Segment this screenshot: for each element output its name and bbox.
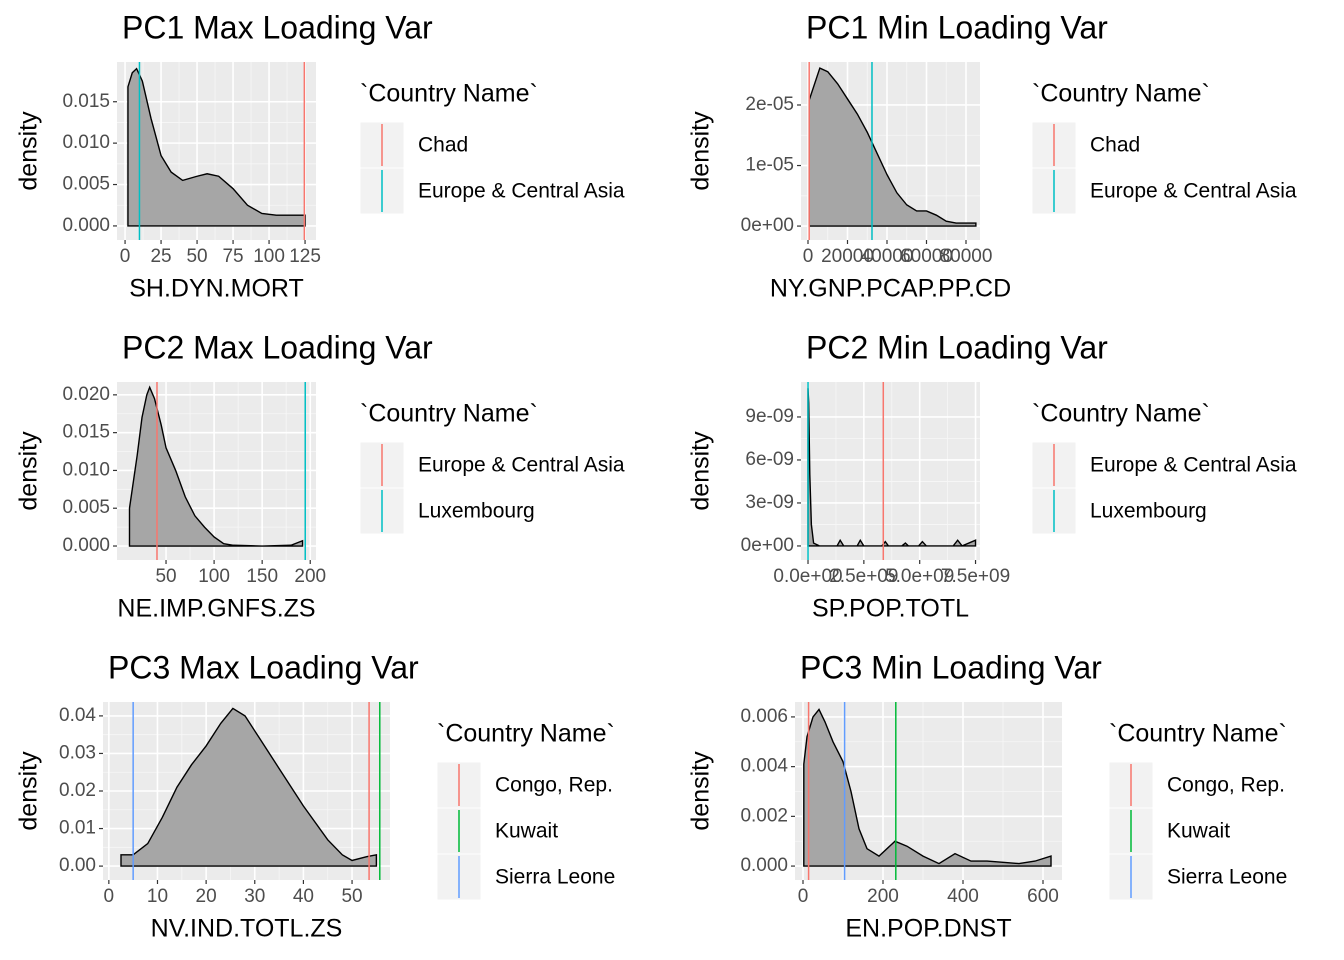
y-tick-label: 0e+00 <box>741 215 794 236</box>
y-tick-label: 0.000 <box>62 535 110 556</box>
y-tick-label: 0e+00 <box>741 535 794 556</box>
chart-title: PC1 Min Loading Var <box>806 9 1108 45</box>
legend-label: Congo, Rep. <box>495 774 613 797</box>
chart-title: PC2 Max Loading Var <box>122 329 433 365</box>
legend-label: Congo, Rep. <box>1167 774 1285 797</box>
x-tick-label: 50 <box>155 566 176 587</box>
x-axis-label: NE.IMP.GNFS.ZS <box>117 595 315 623</box>
y-tick-label: 9e-09 <box>745 406 794 427</box>
y-tick-label: 0.04 <box>59 705 96 726</box>
legend-label: Europe & Central Asia <box>1090 180 1297 203</box>
chart-title: PC2 Min Loading Var <box>806 329 1108 365</box>
x-tick-label: 60000 <box>900 246 953 267</box>
x-tick-label: 5.0e+09 <box>885 566 954 587</box>
x-tick-label: 40000 <box>861 246 914 267</box>
x-tick-label: 150 <box>246 566 278 587</box>
y-axis-label: density <box>687 751 715 831</box>
chart-title: PC3 Max Loading Var <box>108 649 419 685</box>
y-tick-label: 0.010 <box>62 459 110 480</box>
legend-title: `Country Name` <box>360 80 538 108</box>
chart-title: PC1 Max Loading Var <box>122 9 433 45</box>
y-tick-label: 0.020 <box>62 384 110 405</box>
y-tick-label: 0.015 <box>62 422 110 443</box>
legend-label: Europe & Central Asia <box>418 454 625 477</box>
y-tick-label: 0.006 <box>740 706 788 727</box>
legend-title: `Country Name` <box>1109 720 1287 748</box>
x-axis-label: NV.IND.TOTL.ZS <box>151 915 343 943</box>
x-tick-label: 80000 <box>940 246 993 267</box>
y-tick-label: 0.00 <box>59 855 96 876</box>
legend-title: `Country Name` <box>1032 400 1210 428</box>
legend-label: Luxembourg <box>418 500 535 523</box>
x-tick-label: 100 <box>253 246 285 267</box>
x-tick-label: 125 <box>289 246 321 267</box>
x-tick-label: 0 <box>120 246 131 267</box>
density-area <box>127 67 306 227</box>
legend-label: Chad <box>418 134 468 157</box>
x-tick-label: 40 <box>293 886 314 907</box>
density-area <box>120 707 378 867</box>
density-area <box>803 708 1052 867</box>
y-tick-label: 0.005 <box>62 497 110 518</box>
y-axis-label: density <box>15 431 43 511</box>
legend-label: Sierra Leone <box>495 866 615 889</box>
legend-label: Kuwait <box>1167 820 1230 843</box>
y-tick-label: 0.004 <box>740 756 788 777</box>
x-tick-label: 600 <box>1027 886 1059 907</box>
legend-label: Chad <box>1090 134 1140 157</box>
x-tick-label: 25 <box>150 246 171 267</box>
x-tick-label: 10 <box>147 886 168 907</box>
x-tick-label: 50 <box>186 246 207 267</box>
density-area <box>808 67 977 227</box>
legend-label: Kuwait <box>495 820 558 843</box>
x-axis-label: SH.DYN.MORT <box>129 275 304 303</box>
density-area <box>128 385 304 547</box>
x-tick-label: 0 <box>803 246 814 267</box>
y-axis-label: density <box>687 431 715 511</box>
x-axis-label: SP.POP.TOTL <box>812 595 969 623</box>
legend-title: `Country Name` <box>437 720 615 748</box>
x-axis-label: NY.GNP.PCAP.PP.CD <box>770 275 1011 303</box>
x-tick-label: 7.5e+09 <box>941 566 1010 587</box>
y-tick-label: 0.010 <box>62 132 110 153</box>
x-tick-label: 100 <box>198 566 230 587</box>
legend-label: Sierra Leone <box>1167 866 1287 889</box>
panel-background <box>801 382 980 560</box>
x-tick-label: 2.5e+09 <box>829 566 898 587</box>
legend-title: `Country Name` <box>360 400 538 428</box>
x-tick-label: 200 <box>867 886 899 907</box>
x-tick-label: 20 <box>196 886 217 907</box>
y-tick-label: 0.002 <box>740 805 788 826</box>
x-tick-label: 75 <box>222 246 243 267</box>
x-tick-label: 400 <box>947 886 979 907</box>
y-tick-label: 0.03 <box>59 742 96 763</box>
y-axis-label: density <box>15 751 43 831</box>
y-tick-label: 0.005 <box>62 174 110 195</box>
legend-label: Europe & Central Asia <box>1090 454 1297 477</box>
x-tick-label: 0 <box>104 886 115 907</box>
legend-title: `Country Name` <box>1032 80 1210 108</box>
x-tick-label: 200 <box>294 566 326 587</box>
legend-label: Luxembourg <box>1090 500 1207 523</box>
y-tick-label: 1e-05 <box>745 155 794 176</box>
y-axis-label: density <box>687 111 715 191</box>
y-tick-label: 0.000 <box>62 215 110 236</box>
y-tick-label: 6e-09 <box>745 449 794 470</box>
y-tick-label: 3e-09 <box>745 492 794 513</box>
y-axis-label: density <box>15 111 43 191</box>
chart-title: PC3 Min Loading Var <box>800 649 1102 685</box>
y-tick-label: 0.000 <box>740 855 788 876</box>
x-tick-label: 20000 <box>821 246 874 267</box>
x-tick-label: 0.0e+00 <box>773 566 842 587</box>
x-tick-label: 50 <box>341 886 362 907</box>
y-tick-label: 0.02 <box>59 780 96 801</box>
x-axis-label: EN.POP.DNST <box>845 915 1011 943</box>
y-tick-label: 0.015 <box>62 91 110 112</box>
x-tick-label: 30 <box>244 886 265 907</box>
x-tick-label: 0 <box>798 886 809 907</box>
y-tick-label: 0.01 <box>59 818 96 839</box>
y-tick-label: 2e-05 <box>745 94 794 115</box>
legend-label: Europe & Central Asia <box>418 180 625 203</box>
